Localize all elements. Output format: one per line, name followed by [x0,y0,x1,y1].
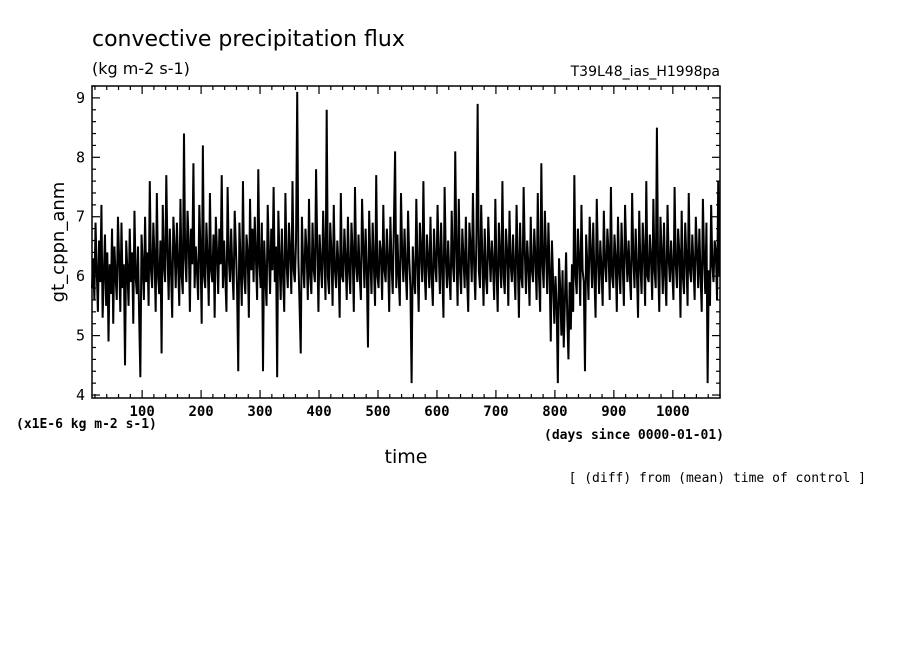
x-tick-label: 700 [483,404,508,420]
x-tick-label: 800 [542,404,567,420]
x-units-label: (days since 0000-01-01) [544,428,724,443]
plot-frame [91,85,721,399]
x-tick-label: 200 [188,404,213,420]
y-tick-label: 5 [76,327,85,345]
axis-ticks: 100 200 300 400 500 600 700 800 900 1000 4 5 6 7 8 9 [76,85,721,420]
y-tick-label: 4 [76,386,85,404]
x-tick-label: 100 [129,404,154,420]
run-label: T39L48_ias_H1998pa [570,64,720,80]
y-tick-label: 6 [76,267,85,285]
x-axis-label: time [385,446,428,468]
y-tick-label: 8 [76,148,85,166]
y-tick-label: 9 [76,89,85,107]
chart-title: convective precipitation flux [92,27,405,52]
y-multiplier-label: (x1E-6 kg m-2 s-1) [16,417,157,432]
x-tick-label: 500 [365,404,390,420]
x-tick-label: 900 [601,404,626,420]
x-tick-label: 300 [247,404,272,420]
x-tick-label: 400 [306,404,331,420]
y-tick-label: 7 [76,208,85,226]
plot-area: 100 200 300 400 500 600 700 800 900 1000 4 5 6 7 8 9 [76,85,721,420]
x-tick-label: 1000 [656,404,690,420]
y-axis-label: gt_cppn_anm [48,182,69,303]
x-tick-label: 600 [424,404,449,420]
footnote: [ (diff) from (mean) time of control ] [569,471,866,486]
chart-units: (kg m-2 s-1) [92,59,190,78]
series-line [91,91,721,384]
